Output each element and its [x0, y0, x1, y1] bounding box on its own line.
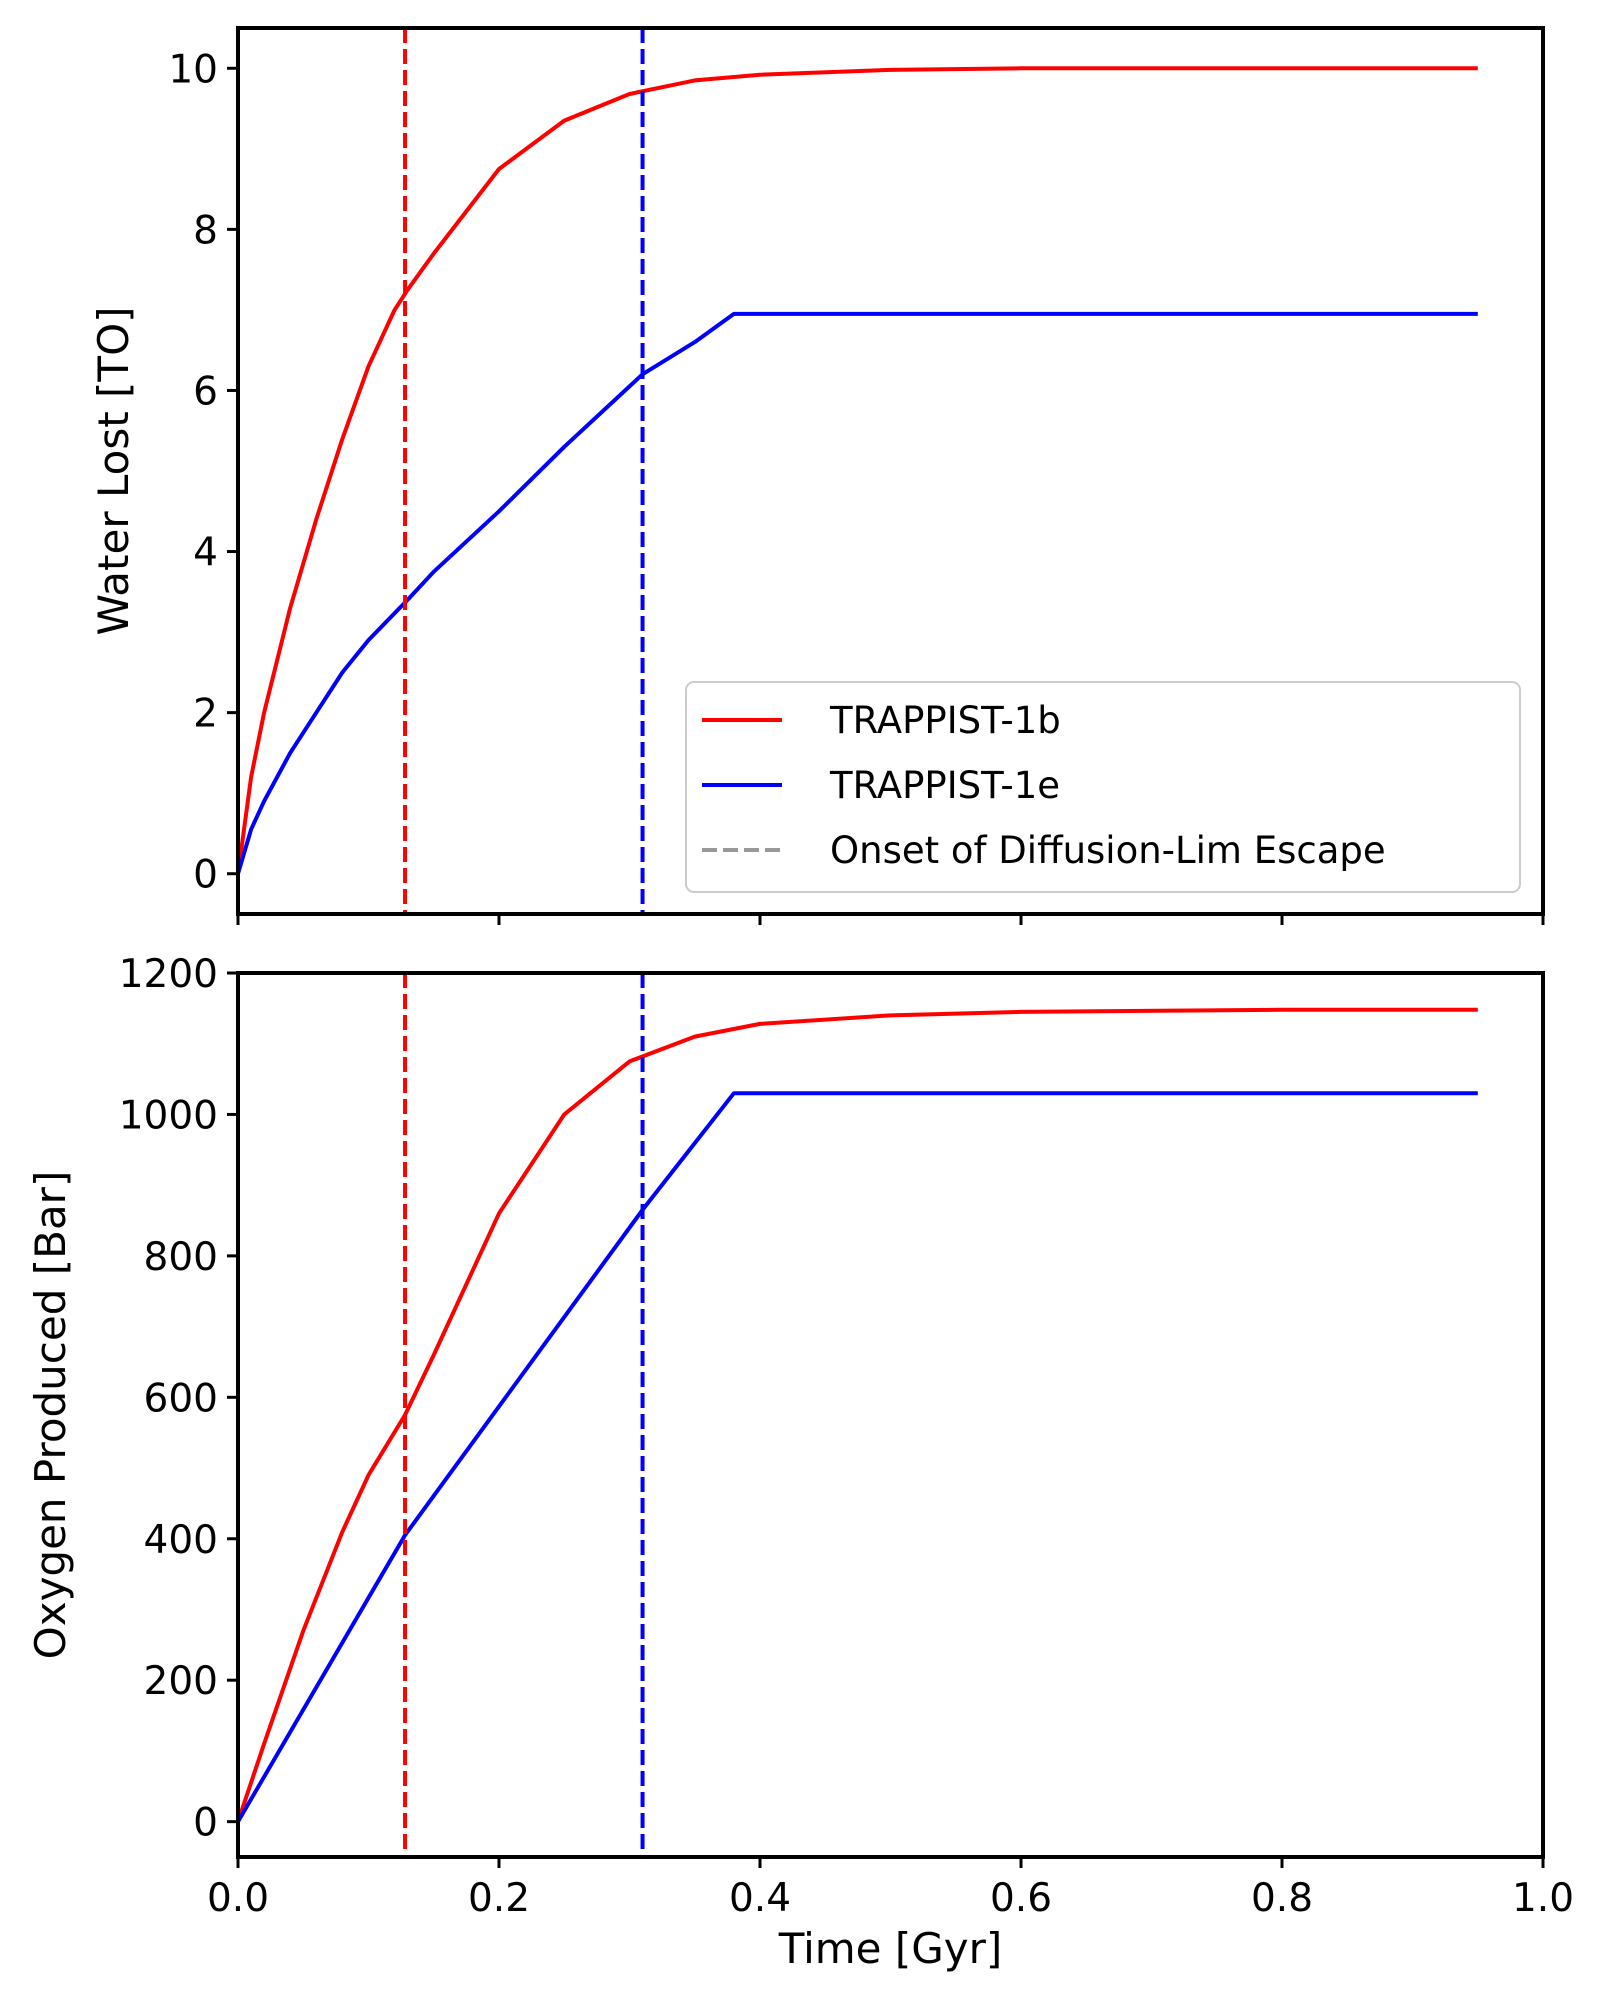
y-tick-label: 400: [144, 1518, 218, 1563]
y-tick-label: 10: [168, 47, 218, 92]
x-tick-label: 0.6: [990, 1876, 1052, 1921]
legend: TRAPPIST-1b TRAPPIST-1e Onset of Diffusion…: [685, 681, 1521, 893]
axes-frame: [236, 26, 1545, 916]
legend-label-trappist-1b: TRAPPIST-1b: [829, 699, 1061, 742]
x-tick-label: 0.2: [468, 1876, 530, 1921]
legend-box: [685, 681, 1521, 893]
series-line-trappist-1b: [238, 66, 1478, 874]
plot-area: [238, 28, 1478, 914]
series-line-trappist-1b: [238, 1007, 1478, 1823]
x-tick-label: 0.8: [1251, 1876, 1313, 1921]
oxygen-produced-panel: 0 200 400 600 800 1000 1200 0.0 0.2 0.4 0.6 0.8 1.0 O…: [26, 952, 1574, 1973]
x-tick-label: 0.4: [729, 1876, 791, 1921]
y-tick-label: 600: [144, 1376, 218, 1421]
x-axis-label: Time [Gyr]: [778, 1924, 1003, 1973]
axes-frame: [236, 971, 1545, 1859]
x-tick-label: 0.0: [207, 1876, 269, 1921]
y-tick-label: 0: [193, 853, 218, 898]
series-line-trappist-1e: [238, 311, 1478, 875]
y-tick-label: 8: [193, 208, 218, 253]
x-tick-label: 1.0: [1512, 1876, 1574, 1921]
y-tick-label: 1000: [119, 1093, 218, 1138]
y-tick-label: 4: [193, 531, 218, 576]
y-tick-label: 800: [144, 1235, 218, 1280]
legend-label-onset-of-diffusion-lim-escape: Onset of Diffusion-Lim Escape: [830, 829, 1386, 872]
y-axis-label: Oxygen Produced [Bar]: [26, 1171, 75, 1660]
y-tick-label: 0: [193, 1801, 218, 1846]
series-line-trappist-1e: [238, 1091, 1478, 1823]
plot-area: [238, 973, 1478, 1857]
y-tick-label: 2: [193, 692, 218, 737]
legend-label-trappist-1e: TRAPPIST-1e: [829, 764, 1060, 807]
y-tick-label: 200: [144, 1659, 218, 1704]
y-axis-label: Water Lost [TO]: [89, 306, 138, 635]
y-tick-label: 1200: [119, 952, 218, 997]
y-tick-label: 6: [193, 369, 218, 414]
